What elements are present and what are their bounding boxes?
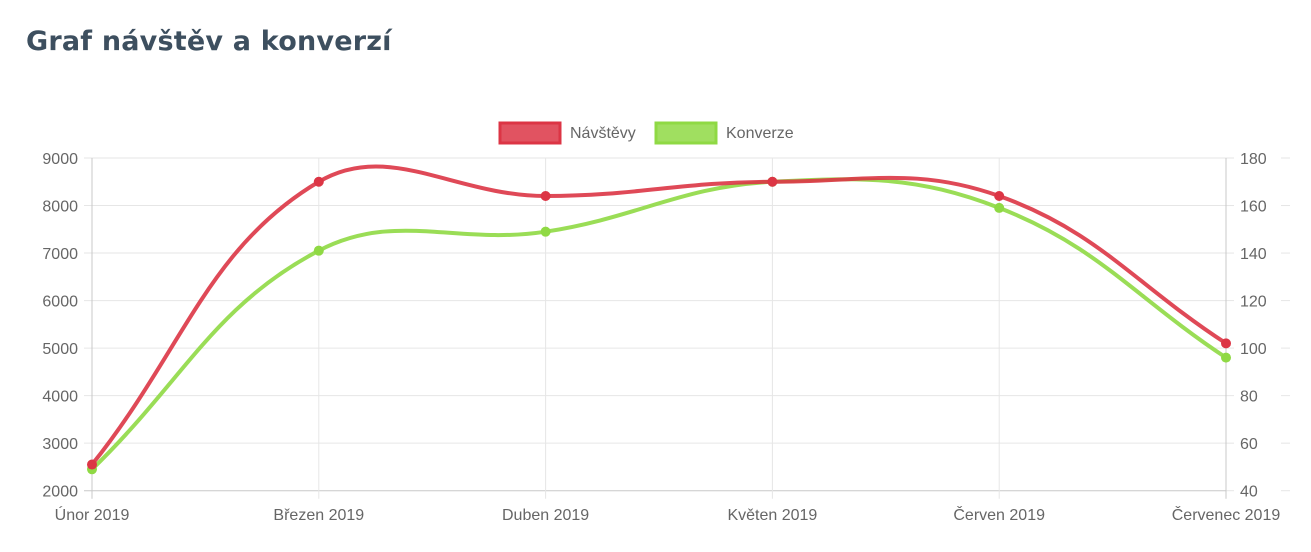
y-left-tick-label: 8000: [42, 199, 78, 216]
data-point: [87, 459, 97, 470]
y-left-tick-label: 2000: [42, 484, 78, 501]
x-tick-label: Červen 2019: [953, 505, 1045, 524]
data-point: [313, 176, 324, 187]
legend-label: Konverze: [726, 125, 794, 142]
y-left-tick-label: 6000: [42, 294, 78, 311]
series-line-Konverze: [90, 177, 1228, 471]
series-line-Návštěvy: [90, 164, 1228, 466]
legend-swatch-1: [654, 121, 718, 145]
y-right-tick-label: 140: [1240, 246, 1267, 263]
y-right-tick-label: 100: [1240, 341, 1267, 358]
y-left-tick-label: 9000: [42, 151, 78, 168]
data-point: [313, 245, 324, 256]
y-right-tick-label: 160: [1240, 199, 1267, 216]
legend-swatch-0: [498, 121, 562, 145]
data-point: [994, 191, 1005, 202]
data-point: [767, 176, 778, 187]
data-point: [994, 202, 1005, 213]
y-right-tick-label: 80: [1240, 389, 1258, 406]
y-right-tick-label: 60: [1240, 436, 1258, 453]
y-left-tick-label: 7000: [42, 246, 78, 263]
y-left-tick-label: 4000: [42, 389, 78, 406]
x-tick-label: Duben 2019: [502, 507, 589, 524]
page-title: Graf návštěv a konverzí: [26, 26, 392, 57]
x-tick-label: Únor 2019: [55, 505, 130, 524]
y-right-tick-label: 40: [1240, 484, 1258, 501]
x-tick-label: Březen 2019: [273, 507, 364, 524]
y-left-tick-label: 5000: [42, 341, 78, 358]
y-left-tick-label: 3000: [42, 436, 78, 453]
data-point: [540, 191, 551, 202]
x-tick-label: Květen 2019: [727, 507, 817, 524]
data-point: [1221, 338, 1231, 349]
x-tick-label: Červenec 2019: [1172, 505, 1281, 524]
y-right-tick-label: 180: [1240, 151, 1267, 168]
data-point: [540, 226, 551, 237]
y-right-tick-label: 120: [1240, 294, 1267, 311]
data-point: [1221, 352, 1231, 363]
legend-label: Návštěvy: [570, 125, 636, 142]
